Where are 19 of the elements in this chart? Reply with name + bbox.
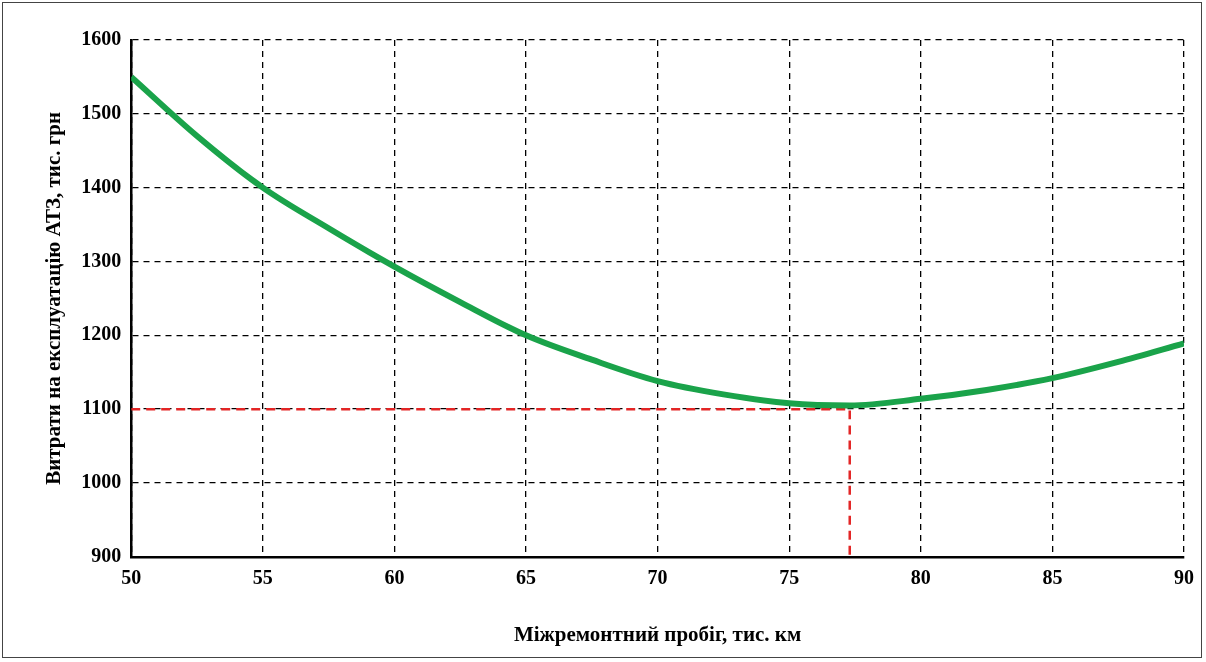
y-tick-label: 900 [91, 543, 122, 566]
x-tick-label: 70 [647, 565, 668, 588]
x-tick-label: 90 [1174, 565, 1194, 588]
y-tick-label: 1600 [81, 27, 122, 50]
x-tick-label: 85 [1042, 565, 1063, 588]
x-tick-label: 60 [384, 565, 405, 588]
x-tick-label: 65 [516, 565, 536, 588]
x-tick-label: 80 [910, 565, 931, 588]
y-tick-label: 1000 [81, 470, 122, 493]
y-axis-title: Витрати на експлуатацію АТЗ, тис. грн [41, 111, 66, 485]
x-tick-label: 50 [121, 565, 142, 588]
y-tick-label: 1500 [81, 101, 122, 123]
y-tick-label: 1200 [81, 322, 122, 345]
x-tick-label: 55 [252, 565, 273, 588]
y-tick-label: 1300 [81, 248, 122, 271]
x-axis-title: Міжремонтний пробіг, тис. км [513, 621, 802, 646]
y-tick-label: 1400 [81, 174, 122, 197]
x-tick-label: 75 [779, 565, 800, 588]
y-tick-label: 1100 [82, 396, 122, 419]
